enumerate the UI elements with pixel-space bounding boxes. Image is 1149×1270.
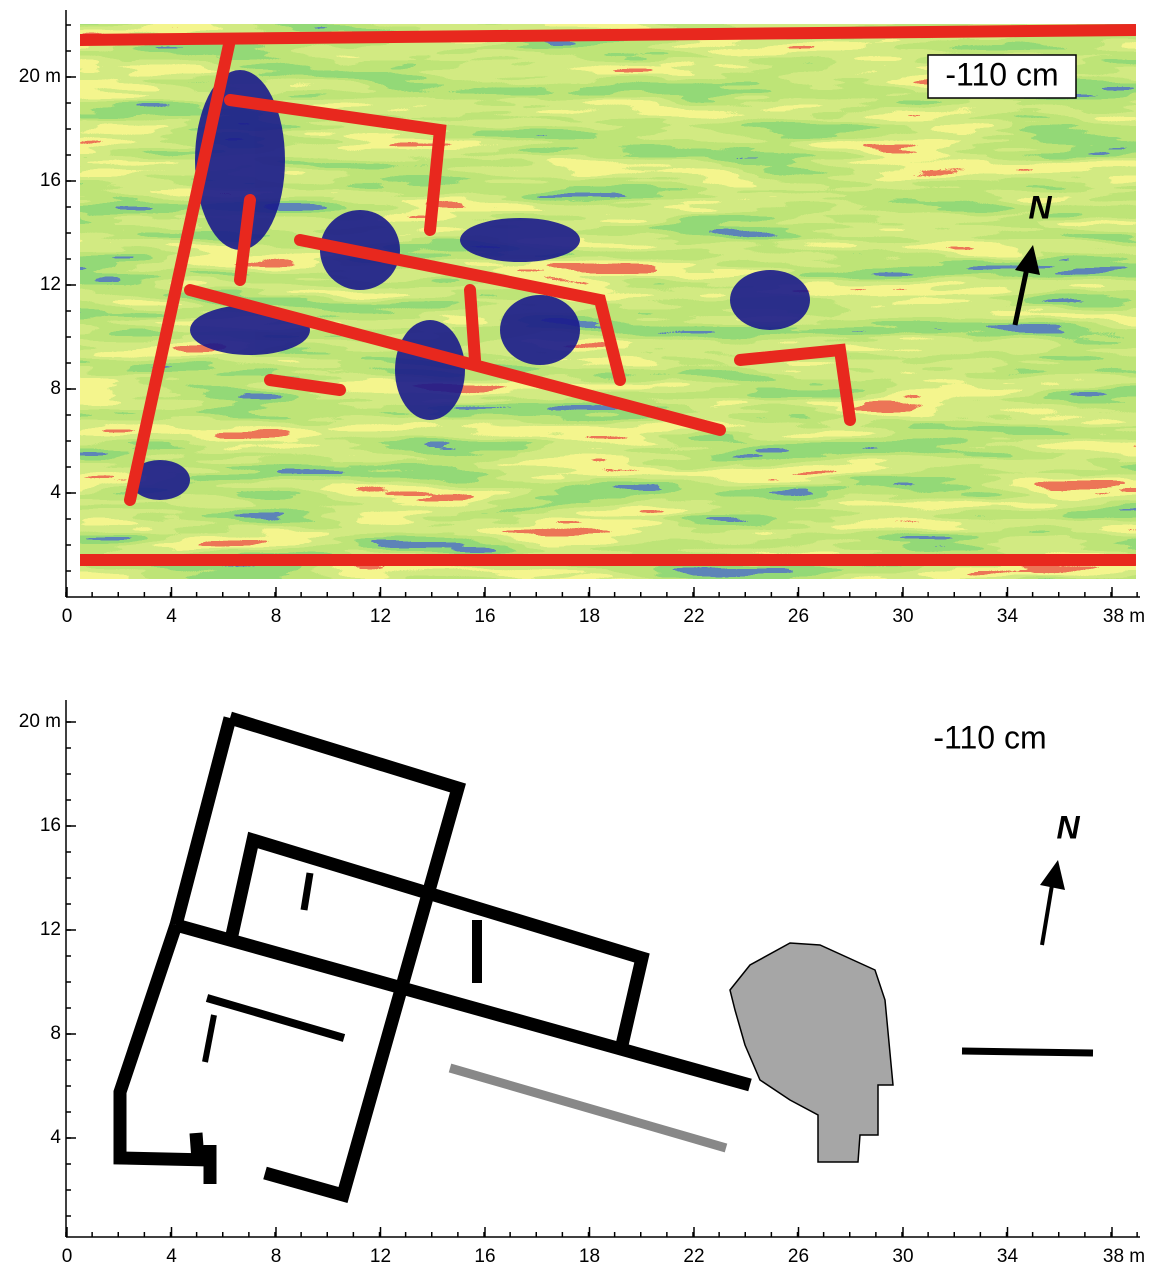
y-tick-label: 8 <box>50 378 61 399</box>
y-tick-label: 12 <box>40 919 61 940</box>
x-tick-label: 18 <box>579 606 600 627</box>
x-tick-label: 34 <box>997 606 1019 627</box>
x-tick-label: 30 <box>892 1246 913 1267</box>
x-tick-label: 38 m <box>1103 1246 1145 1267</box>
x-tick-label: 30 <box>892 606 913 627</box>
x-tick-label: 26 <box>788 606 809 627</box>
depth-box <box>927 54 1077 99</box>
x-tick-label: 22 <box>683 606 704 627</box>
depth-label: -110 cm <box>945 56 1058 92</box>
x-tick-label: 18 <box>579 1246 600 1267</box>
high-reflection-features <box>80 24 1136 566</box>
y-tick-label: 20 m <box>19 66 61 87</box>
x-tick-label: 38 m <box>1103 606 1145 627</box>
north-label: N <box>1028 189 1052 225</box>
x-tick-label: 22 <box>683 1246 704 1267</box>
x-tick-label: 0 <box>62 1246 73 1267</box>
depth-label: -110 cm <box>933 719 1046 755</box>
y-tick-label: 16 <box>40 815 61 836</box>
x-tick-label: 4 <box>166 1246 177 1267</box>
x-tick-label: 26 <box>788 1246 809 1267</box>
x-tick-label: 34 <box>997 1246 1019 1267</box>
north-arrow-shaft <box>1040 884 1054 946</box>
x-tick-label: 12 <box>370 1246 391 1267</box>
interpretation <box>113 711 1094 1204</box>
x-tick-label: 16 <box>474 1246 495 1267</box>
x-tick-label: 12 <box>370 606 391 627</box>
y-tick-label: 8 <box>50 1023 61 1044</box>
y-tick-label: 4 <box>50 482 61 503</box>
north-label: N <box>1056 809 1080 845</box>
x-tick-label: 8 <box>271 1246 282 1267</box>
x-tick-label: 0 <box>62 606 73 627</box>
y-tick-label: 16 <box>40 170 61 191</box>
x-tick-label: 4 <box>166 606 177 627</box>
north-arrow-shaft <box>1012 267 1030 326</box>
y-tick-label: 4 <box>50 1127 61 1148</box>
north-arrow-head <box>1040 860 1065 890</box>
y-tick-label: 20 m <box>19 711 61 732</box>
x-tick-label: 16 <box>474 606 495 627</box>
y-tick-label: 12 <box>40 274 61 295</box>
north-arrow-head <box>1015 245 1040 275</box>
low-reflection-zones <box>130 70 810 500</box>
gpr-slice <box>80 24 1136 579</box>
x-tick-label: 8 <box>271 606 282 627</box>
